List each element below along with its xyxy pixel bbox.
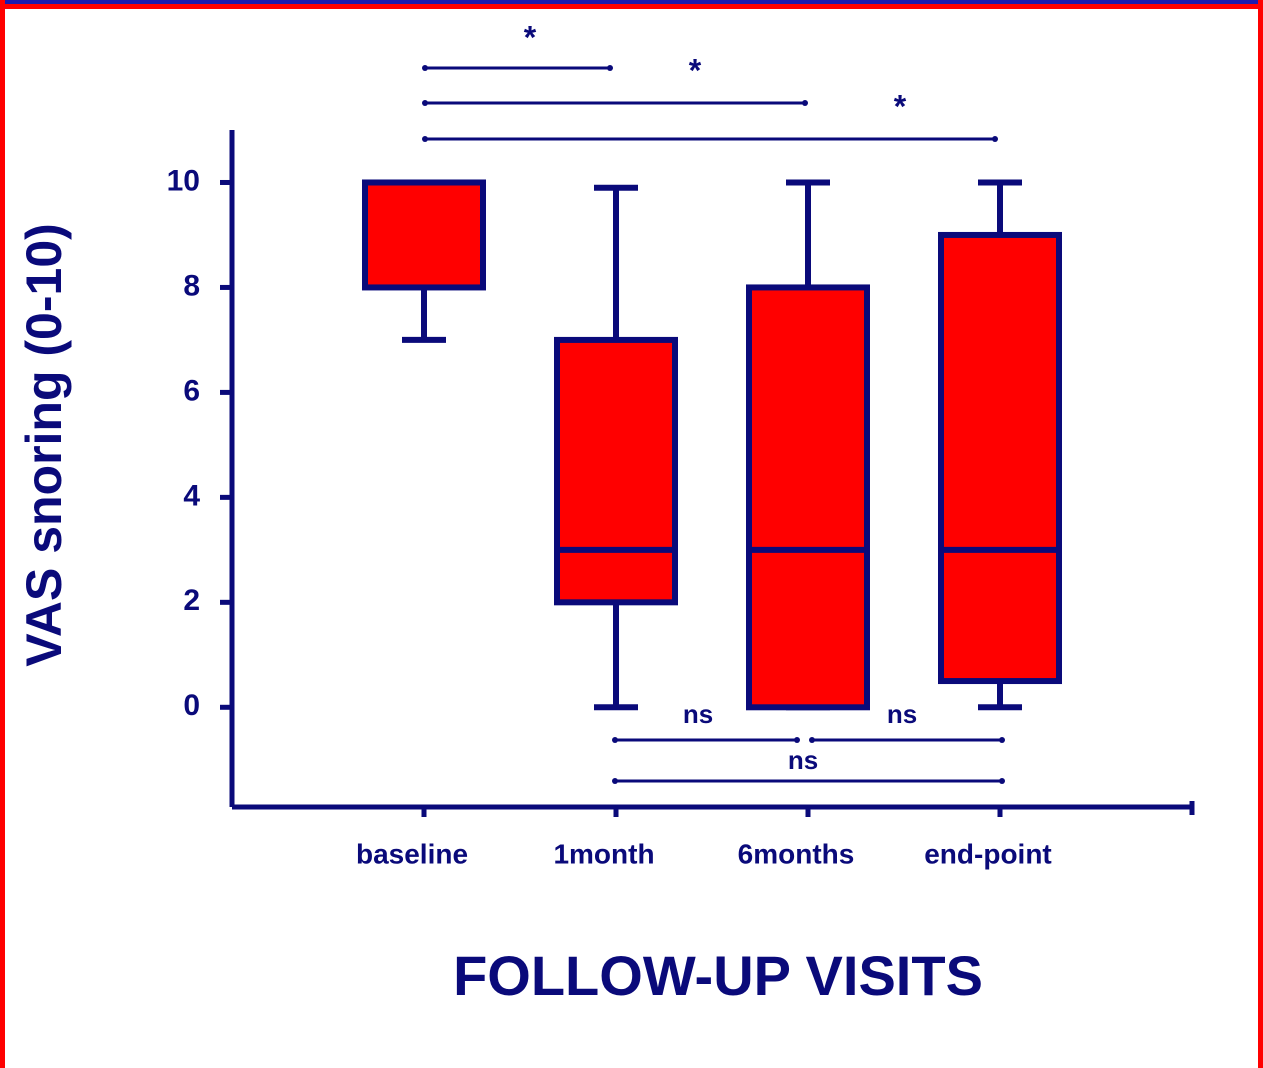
- y-tick-label: 10: [167, 164, 200, 197]
- annotation: ns: [788, 745, 818, 775]
- x-tick-label: baseline: [356, 838, 468, 869]
- y-tick-label: 4: [183, 479, 200, 512]
- bracket-end: [809, 737, 815, 743]
- bracket-end: [999, 778, 1005, 784]
- bracket-end: [612, 778, 618, 784]
- bracket-end: [422, 100, 428, 106]
- frame-right: [1258, 0, 1263, 1068]
- x-tick-label: 6months: [738, 838, 855, 869]
- bracket-end: [422, 65, 428, 71]
- frame-top: [0, 0, 1263, 4]
- x-tick-label: 1month: [553, 838, 654, 869]
- annotation: ns: [887, 699, 917, 729]
- y-tick-label: 6: [183, 374, 200, 407]
- box: [362, 179, 486, 291]
- y-axis-title: VAS snoring (0-10): [16, 223, 72, 667]
- annotation: *: [894, 88, 907, 124]
- bracket-end: [607, 65, 613, 71]
- box: [554, 336, 678, 606]
- frame-left: [0, 0, 5, 1068]
- y-tick-label: 8: [183, 269, 200, 302]
- x-tick-label: end-point: [924, 838, 1052, 869]
- annotation: *: [524, 19, 537, 55]
- bracket-end: [999, 737, 1005, 743]
- bracket-end: [612, 737, 618, 743]
- annotation: *: [689, 52, 702, 88]
- box: [938, 231, 1062, 685]
- frame-top-band: [0, 4, 1263, 9]
- x-axis-title: FOLLOW-UP VISITS: [453, 944, 983, 1007]
- bracket-end: [794, 737, 800, 743]
- y-tick-label: 0: [183, 689, 200, 722]
- annotation: ns: [683, 699, 713, 729]
- bracket-end: [992, 136, 998, 142]
- bracket-end: [802, 100, 808, 106]
- y-tick-label: 2: [183, 584, 200, 617]
- box: [746, 284, 870, 711]
- bracket-end: [422, 136, 428, 142]
